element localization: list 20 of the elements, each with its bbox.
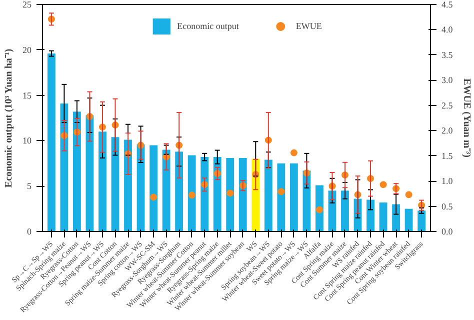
y-tick-label: 10 [22, 136, 32, 146]
y2-tick-label: 3.5 [442, 50, 454, 60]
y2-tick-label: 2.0 [442, 126, 454, 136]
legend-label: EWUE [296, 21, 322, 31]
y2-tick-label: 0.0 [442, 226, 454, 236]
y-tick-label: 5 [27, 181, 32, 192]
y-tick-label: 15 [22, 90, 32, 100]
y-tick-label: 25 [22, 0, 32, 10]
y2-tick-label: 3.0 [442, 75, 454, 86]
y-axis-title: Economic output (10³ Yuan ha⁻¹) [4, 48, 14, 188]
legend-label: Economic output [177, 21, 239, 31]
y2-tick-label: 4.0 [442, 24, 454, 35]
y2-axis-title: EWUE (Yuan m⁻³) [460, 78, 472, 158]
y2-tick-label: 4.5 [442, 0, 454, 10]
y-tick-label: 0 [27, 226, 32, 236]
y2-tick-label: 0.5 [442, 201, 454, 212]
y2-tick-label: 2.5 [442, 100, 454, 110]
y2-tick-label: 1.0 [442, 176, 454, 186]
y2-tick-label: 1.5 [442, 150, 454, 161]
y-tick-label: 20 [22, 44, 32, 55]
